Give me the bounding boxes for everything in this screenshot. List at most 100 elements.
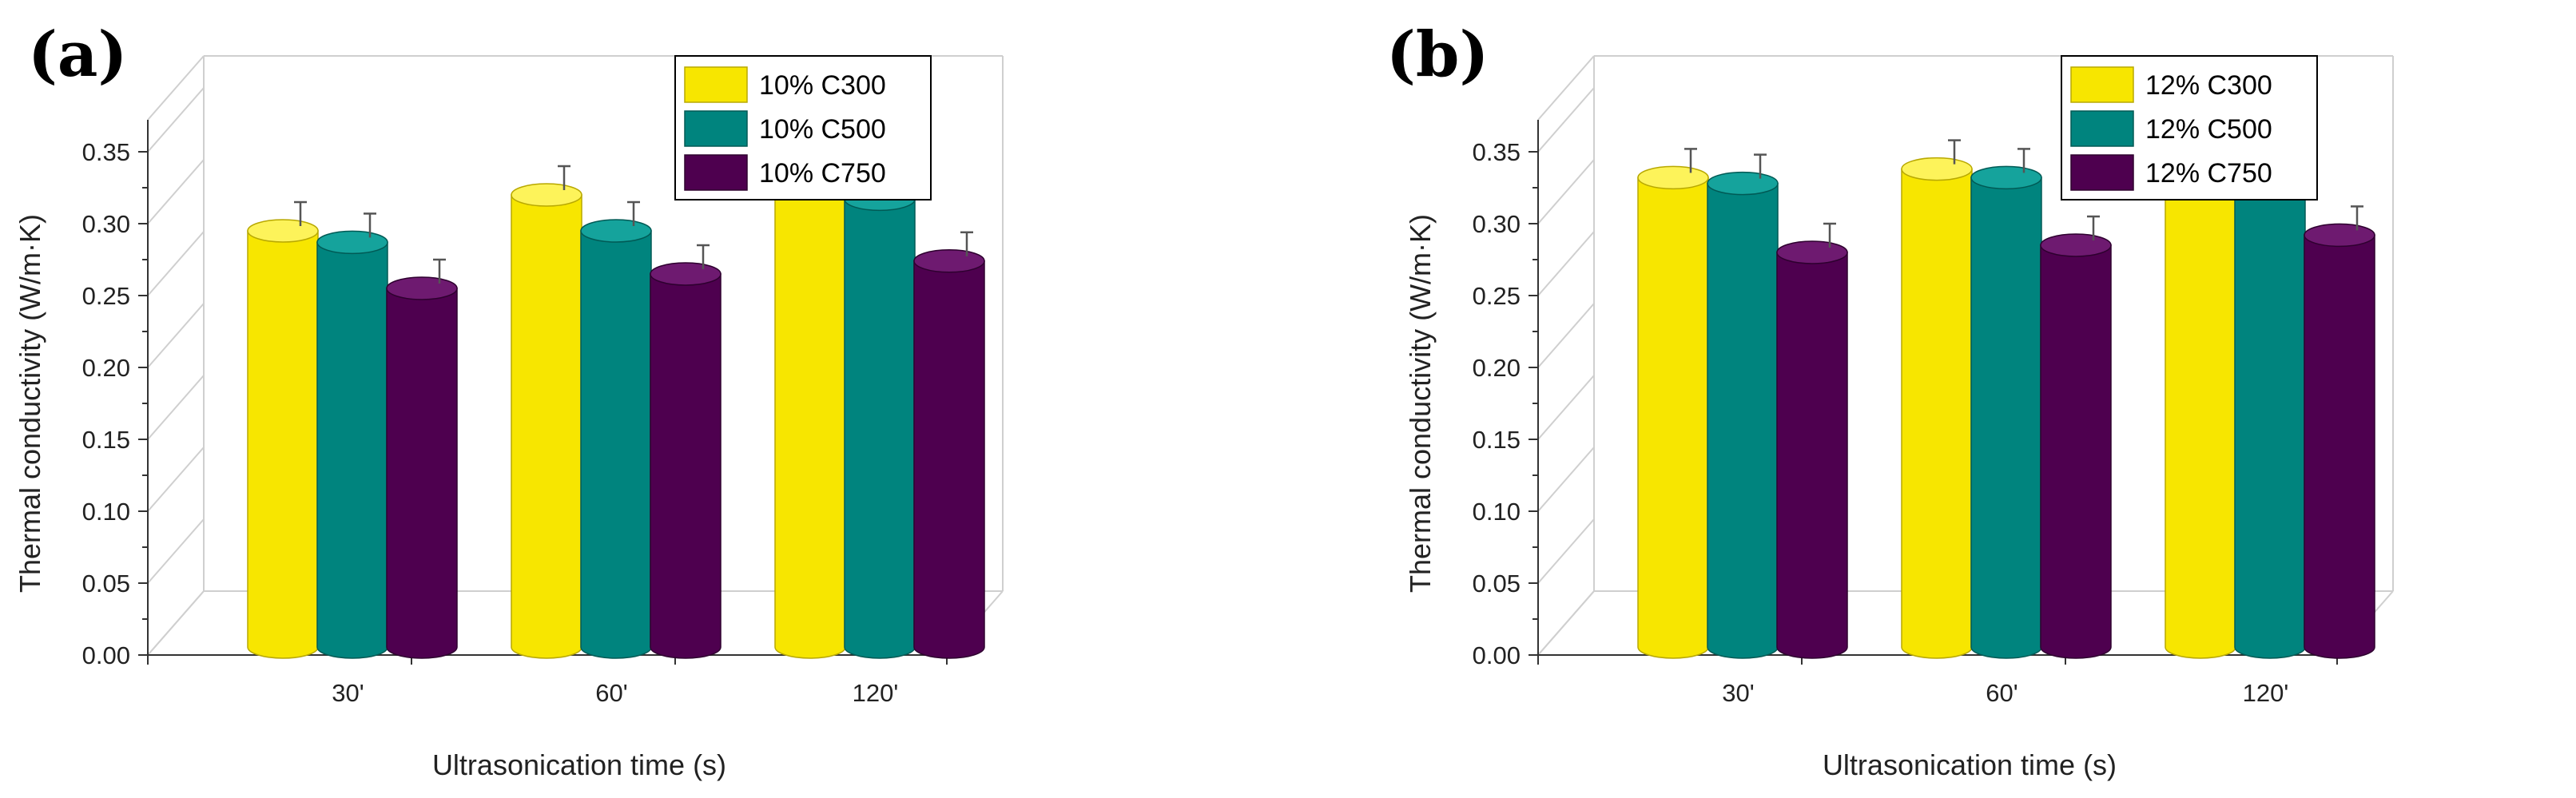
y-tick-label: 0.35 bbox=[82, 138, 130, 166]
y-depth-line bbox=[1537, 303, 1595, 368]
y-depth-line bbox=[147, 518, 205, 584]
x-tick-label: 120' bbox=[2243, 679, 2289, 707]
bar-10--c500-120 bbox=[844, 169, 916, 659]
bar-10--c300-60 bbox=[511, 165, 582, 659]
bar-12--c500-60 bbox=[1970, 148, 2042, 659]
bar-12--c300-60 bbox=[1901, 139, 1973, 659]
y-tick-label: 0.30 bbox=[1473, 210, 1521, 238]
y-tick-label: 0.15 bbox=[82, 426, 130, 454]
x-tick-label: 30' bbox=[332, 679, 364, 707]
legend-label: 10% C300 bbox=[759, 70, 886, 101]
x-tick-label: 60' bbox=[595, 679, 627, 707]
bar-body bbox=[580, 230, 652, 659]
legend-swatch bbox=[2070, 110, 2134, 147]
bar-top bbox=[511, 183, 582, 207]
bar-10--c750-60 bbox=[650, 244, 722, 659]
y-depth-line bbox=[1537, 590, 1595, 656]
legend-swatch bbox=[2070, 66, 2134, 103]
bar-top bbox=[2040, 233, 2112, 257]
bar-10--c750-30 bbox=[386, 258, 458, 659]
bar-body bbox=[1707, 182, 1779, 659]
x-tick-label: 30' bbox=[1722, 679, 1754, 707]
bar-top bbox=[1776, 240, 1848, 264]
top-left-depth-edge bbox=[1537, 55, 1595, 121]
bar-body bbox=[2165, 142, 2236, 659]
bar-top bbox=[1901, 157, 1973, 181]
y-tick-label: 0.20 bbox=[82, 354, 130, 382]
bar-10--c300-120 bbox=[774, 139, 846, 659]
bar-top bbox=[1707, 171, 1779, 196]
y-axis-title: Thermal conductivity (W/m·K) bbox=[14, 214, 46, 593]
legend: 12% C300 12% C500 12% C750 bbox=[2061, 55, 2318, 200]
bar-body bbox=[247, 230, 319, 659]
bar-10--c500-30 bbox=[316, 212, 388, 659]
bar-top bbox=[1970, 165, 2042, 190]
bar-body bbox=[1637, 177, 1709, 659]
y-tick-label: 0.05 bbox=[1473, 570, 1521, 598]
legend-swatch bbox=[684, 154, 748, 191]
bar-top bbox=[2304, 223, 2375, 248]
chart-panel-a: (a) 0.00 0.05 0.10 0.15 0.20 0.25 0.30 0.35 Ultra… bbox=[14, 18, 1004, 781]
bar-top bbox=[913, 249, 985, 273]
y-tick-label: 0.00 bbox=[82, 641, 130, 669]
y-tick-label: 0.15 bbox=[1473, 426, 1521, 454]
bar-body bbox=[774, 168, 846, 659]
y-tick-label: 0.25 bbox=[1473, 282, 1521, 310]
bar-body bbox=[386, 288, 458, 659]
y-tick-label: 0.25 bbox=[82, 282, 130, 310]
bar-top bbox=[386, 276, 458, 300]
legend-label: 12% C500 bbox=[2145, 114, 2272, 145]
bar-top bbox=[1637, 165, 1709, 190]
x-tick-label: 120' bbox=[853, 679, 899, 707]
y-depth-line bbox=[147, 303, 205, 368]
bar-body bbox=[2040, 244, 2112, 659]
bar-top bbox=[247, 219, 319, 243]
bar-10--c300-30 bbox=[247, 200, 319, 659]
y-tick-label: 0.30 bbox=[82, 210, 130, 238]
y-depth-line bbox=[147, 231, 205, 296]
bar-12--c500-120 bbox=[2234, 139, 2306, 659]
bar-10--c500-60 bbox=[580, 200, 652, 659]
bar-12--c750-30 bbox=[1776, 222, 1848, 659]
bar-body bbox=[650, 273, 722, 659]
y-depth-line bbox=[147, 447, 205, 512]
x-tick-label: 60' bbox=[1986, 679, 2017, 707]
y-depth-line bbox=[147, 375, 205, 440]
panel-label: (a) bbox=[28, 18, 127, 91]
legend-label: 12% C300 bbox=[2145, 70, 2272, 101]
y-axis-title: Thermal conductivity (W/m·K) bbox=[1404, 214, 1437, 593]
legend-swatch bbox=[684, 66, 748, 103]
bar-body bbox=[316, 241, 388, 659]
legend-swatch bbox=[2070, 154, 2134, 191]
bar-body bbox=[844, 198, 916, 659]
x-axis-title: Ultrasonication time (s) bbox=[432, 748, 726, 781]
y-tick-label: 0.05 bbox=[82, 570, 130, 598]
y-tick-label: 0.00 bbox=[1473, 641, 1521, 669]
bar-body bbox=[2234, 168, 2306, 659]
y-depth-line bbox=[1537, 231, 1595, 296]
panel-label: (b) bbox=[1386, 18, 1489, 91]
bar-top bbox=[316, 230, 388, 255]
bar-body bbox=[913, 260, 985, 659]
bar-body bbox=[1901, 168, 1973, 659]
y-depth-line bbox=[1537, 447, 1595, 512]
bar-top bbox=[580, 219, 652, 243]
legend-swatch bbox=[684, 110, 748, 147]
bar-top bbox=[650, 262, 722, 286]
y-depth-line bbox=[147, 159, 205, 224]
y-tick-label: 0.10 bbox=[1473, 498, 1521, 526]
legend-label: 12% C750 bbox=[2145, 158, 2272, 189]
legend-label: 10% C500 bbox=[759, 114, 886, 145]
top-left-depth-edge bbox=[147, 55, 205, 121]
legend: 10% C300 10% C500 10% C750 bbox=[674, 55, 932, 200]
bar-body bbox=[1776, 252, 1848, 659]
y-tick-label: 0.35 bbox=[1473, 138, 1521, 166]
bar-12--c750-60 bbox=[2040, 215, 2112, 659]
y-depth-line bbox=[1537, 159, 1595, 224]
legend-label: 10% C750 bbox=[759, 158, 886, 189]
x-axis-title: Ultrasonication time (s) bbox=[1823, 748, 2117, 781]
bar-body bbox=[2304, 234, 2375, 659]
bar-body bbox=[1970, 177, 2042, 659]
